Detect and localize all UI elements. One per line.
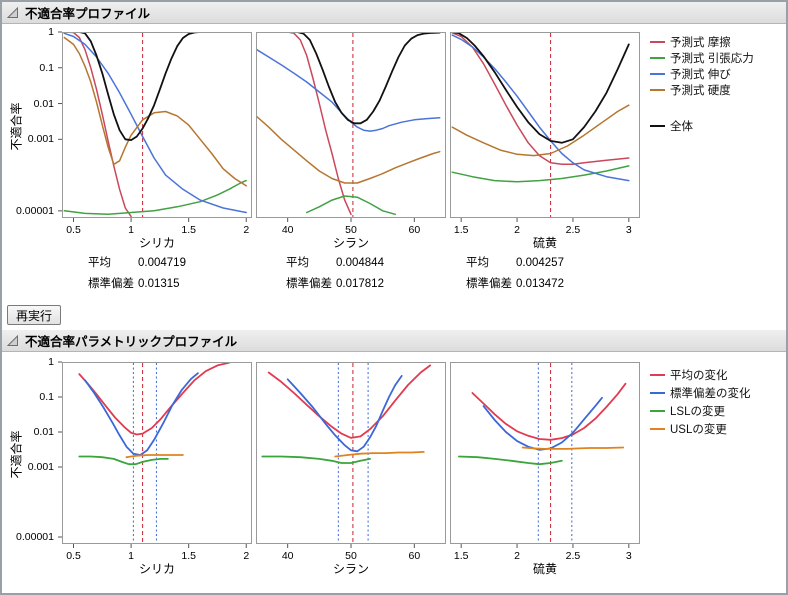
- stats-silica: 平均 0.004719 標準偏差 0.01315: [88, 254, 186, 296]
- svg-text:0.5: 0.5: [66, 550, 81, 562]
- sd-label: 標準偏差: [88, 278, 134, 290]
- legend-label: 予測式 伸び: [670, 69, 731, 81]
- legend-label: 予測式 硬度: [670, 85, 731, 97]
- y-axis-tick-labels: 1 0.1 0.01 0.001 0.00001: [16, 356, 54, 543]
- svg-text:シラン: シラン: [333, 236, 369, 250]
- legend-label: 全体: [670, 121, 693, 133]
- svg-text:1.5: 1.5: [454, 550, 469, 562]
- svg-text:3: 3: [626, 550, 632, 562]
- svg-text:シリカ: シリカ: [139, 236, 175, 250]
- svg-text:40: 40: [282, 550, 294, 562]
- mean-label: 平均: [286, 257, 309, 269]
- svg-text:2.5: 2.5: [566, 224, 581, 236]
- legend-item: 予測式 引張応力: [650, 50, 754, 66]
- legend-label: 予測式 摩擦: [670, 37, 731, 49]
- svg-text:シリカ: シリカ: [139, 562, 175, 576]
- legend-line-swatch: [650, 89, 665, 91]
- legend-line-swatch: [650, 57, 665, 59]
- stats-sulfur: 平均 0.004257 標準偏差 0.013472: [466, 254, 564, 296]
- legend-parametric: 平均の変化 標準偏差の変化 LSLの変更 USLの変更: [650, 366, 751, 438]
- svg-text:2: 2: [243, 550, 249, 562]
- legend-line-swatch: [650, 428, 665, 430]
- legend-label: LSLの変更: [670, 406, 725, 418]
- legend-item: 標準偏差の変化: [650, 384, 751, 402]
- svg-text:50: 50: [345, 224, 357, 236]
- sd-label: 標準偏差: [286, 278, 332, 290]
- legend-line-swatch: [650, 41, 665, 43]
- panel-title: 不適合率パラメトリックプロファイル: [25, 335, 238, 349]
- svg-text:1: 1: [128, 224, 134, 236]
- svg-text:1.5: 1.5: [454, 224, 469, 236]
- disclosure-triangle-icon[interactable]: [6, 6, 19, 19]
- mean-label: 平均: [466, 257, 489, 269]
- legend-label: 標準偏差の変化: [670, 388, 751, 400]
- panel-title: 不適合率プロファイル: [25, 7, 151, 21]
- parametric-plot-silane[interactable]: 40 50 60 シラン: [256, 362, 446, 576]
- svg-text:硫黄: 硫黄: [533, 561, 557, 576]
- svg-text:0.5: 0.5: [66, 224, 81, 236]
- profile-plot-silane[interactable]: 40 50 60 シラン: [256, 32, 446, 250]
- sd-label: 標準偏差: [466, 278, 512, 290]
- svg-text:60: 60: [408, 224, 420, 236]
- stats-silane: 平均 0.004844 標準偏差 0.017812: [286, 254, 384, 296]
- svg-text:2: 2: [514, 224, 520, 236]
- svg-text:3: 3: [626, 224, 632, 236]
- legend-item: 全体: [650, 118, 754, 134]
- parametric-plot-sulfur[interactable]: 1.5 2 2.5 3 硫黄: [450, 362, 640, 576]
- legend-item: 予測式 硬度: [650, 82, 754, 98]
- legend-item: 予測式 伸び: [650, 66, 754, 82]
- mean-value: 0.004719: [138, 257, 186, 269]
- disclosure-triangle-icon[interactable]: [6, 334, 19, 347]
- svg-text:40: 40: [282, 224, 294, 236]
- svg-text:50: 50: [345, 550, 357, 562]
- mean-value: 0.004844: [336, 257, 384, 269]
- svg-text:1.5: 1.5: [181, 550, 196, 562]
- legend-label: USLの変更: [670, 424, 727, 436]
- mean-value: 0.004257: [516, 257, 564, 269]
- legend-line-swatch: [650, 392, 665, 394]
- svg-text:硫黄: 硫黄: [533, 235, 557, 250]
- profile-plot-silica[interactable]: 0.5 1 1.5 2 シリカ: [58, 31, 252, 250]
- legend-profile: 予測式 摩擦 予測式 引張応力 予測式 伸び 予測式 硬度 全体: [650, 34, 754, 134]
- panel-header-parametric-profile: 不適合率パラメトリックプロファイル: [2, 330, 786, 352]
- legend-label: 予測式 引張応力: [670, 53, 754, 65]
- svg-text:1: 1: [128, 550, 134, 562]
- legend-line-swatch: [650, 374, 665, 376]
- parametric-plot-silica[interactable]: 0.5 1 1.5 2 シリカ: [58, 361, 252, 576]
- svg-text:2: 2: [243, 224, 249, 236]
- panel-header-profile: 不適合率プロファイル: [2, 2, 786, 24]
- svg-text:1.5: 1.5: [181, 224, 196, 236]
- y-axis-tick-labels: 1 0.1 0.01 0.001 0.00001: [16, 26, 54, 217]
- profile-plot-sulfur[interactable]: 1.5 2 2.5 3 硫黄: [450, 32, 640, 250]
- legend-item: USLの変更: [650, 420, 751, 438]
- legend-line-swatch: [650, 125, 665, 127]
- legend-line-swatch: [650, 410, 665, 412]
- sd-value: 0.013472: [516, 278, 564, 290]
- legend-item: LSLの変更: [650, 402, 751, 420]
- mean-label: 平均: [88, 257, 111, 269]
- legend-item: 平均の変化: [650, 366, 751, 384]
- legend-item: 予測式 摩擦: [650, 34, 754, 50]
- svg-text:2.5: 2.5: [566, 550, 581, 562]
- rerun-button[interactable]: 再実行: [7, 305, 62, 325]
- svg-text:シラン: シラン: [333, 562, 369, 576]
- legend-line-swatch: [650, 73, 665, 75]
- sd-value: 0.01315: [138, 278, 180, 290]
- sd-value: 0.017812: [336, 278, 384, 290]
- legend-label: 平均の変化: [670, 370, 728, 382]
- svg-text:2: 2: [514, 550, 520, 562]
- svg-text:60: 60: [408, 550, 420, 562]
